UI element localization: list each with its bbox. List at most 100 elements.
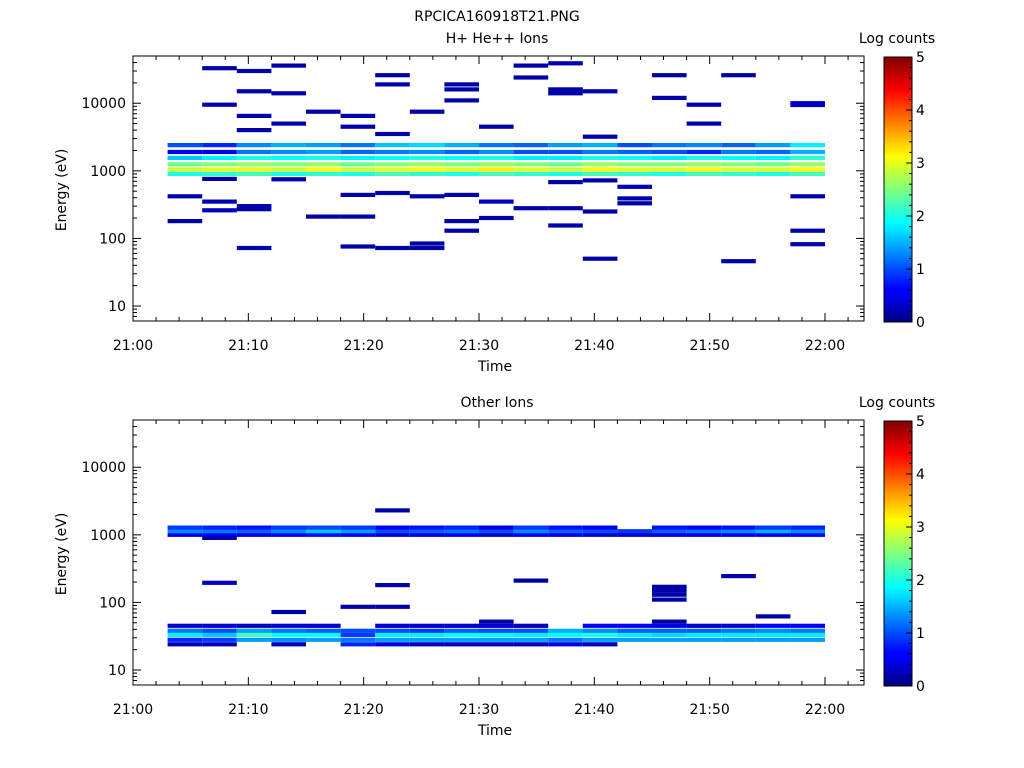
heatmap-bin: [306, 149, 341, 155]
heatmap-bin: [548, 223, 583, 228]
heatmap-bin: [652, 532, 687, 537]
heatmap-bin: [652, 628, 687, 633]
y-tick-label: 1000: [90, 164, 126, 180]
heatmap-bin: [721, 259, 756, 264]
heatmap-bin: [444, 637, 479, 642]
heatmap-bin: [202, 199, 237, 204]
heatmap-bin: [375, 637, 410, 642]
heatmap-bin: [686, 632, 722, 637]
heatmap-bin: [721, 155, 756, 160]
heatmap-bin: [271, 632, 306, 637]
heatmap-bin: [582, 178, 618, 183]
y-tick-label: 100: [99, 231, 126, 247]
heatmap-bin: [479, 149, 514, 155]
heatmap-bin: [236, 532, 272, 537]
heatmap-bin: [375, 508, 410, 513]
x-axis-label: Time: [477, 723, 512, 739]
heatmap-bin: [686, 149, 722, 155]
heatmap-bin: [686, 102, 722, 107]
x-tick-label: 21:50: [689, 338, 729, 354]
heatmap-bin: [617, 149, 652, 155]
heatmap-bin: [513, 155, 549, 160]
heatmap-bin: [686, 525, 722, 530]
heatmap-bin: [548, 61, 583, 66]
heatmap-bin: [236, 245, 272, 251]
heatmap-bin: [755, 632, 791, 637]
heatmap-bin: [721, 73, 756, 78]
heatmap-bin: [271, 529, 306, 534]
heatmap-bin: [306, 632, 341, 637]
heatmap-bin: [721, 525, 756, 530]
heatmap-bin: [236, 529, 272, 534]
heatmap-bin: [686, 162, 722, 167]
heatmap-bin: [167, 219, 203, 224]
heatmap-bin: [375, 82, 410, 87]
heatmap-bin: [409, 149, 445, 155]
heatmap-bin: [617, 162, 652, 167]
heatmap-bin: [167, 149, 203, 155]
x-axis-label: Time: [477, 359, 512, 375]
heatmap-bin: [755, 525, 791, 530]
panel-title: H+ He++ Ions: [446, 31, 549, 47]
heatmap-bin: [790, 162, 825, 167]
heatmap-bin: [444, 219, 479, 224]
heatmap-bin: [686, 532, 722, 537]
heatmap-bin: [202, 529, 237, 534]
heatmap-bin: [271, 525, 306, 530]
heatmap-bin: [548, 87, 583, 92]
heatmap-bin: [409, 529, 445, 534]
heatmap-bin: [548, 206, 583, 211]
colorbar-tick-label: 3: [916, 156, 925, 172]
x-tick-label: 22:00: [805, 338, 845, 354]
heatmap-bin: [479, 637, 514, 642]
heatmap-bin: [409, 637, 445, 642]
heatmap-bin: [306, 525, 341, 530]
heatmap-bin: [409, 162, 445, 167]
heatmap-bin: [755, 143, 791, 148]
heatmap-bin: [582, 162, 618, 167]
heatmap-bin: [721, 162, 756, 167]
heatmap-bin: [721, 171, 756, 176]
colorbar: [883, 56, 913, 323]
heatmap-bin: [236, 143, 272, 148]
heatmap-bin: [479, 642, 514, 647]
heatmap-bin: [479, 171, 514, 176]
heatmap-bin: [340, 525, 376, 530]
heatmap-bin: [617, 171, 652, 176]
panel-other-ions: Other Ions Log counts Energy (eV) Time 1…: [54, 395, 935, 739]
heatmap-bin: [721, 149, 756, 155]
panel-h-he-ions: H+ He++ Ions Log counts Energy (eV) Time…: [54, 31, 935, 375]
y-tick-label: 10: [108, 663, 126, 679]
heatmap-bin: [167, 628, 203, 633]
heatmap-bin: [202, 167, 237, 172]
heatmap-bin: [479, 619, 514, 624]
heatmap-bin: [375, 143, 410, 148]
heatmap-bin: [444, 171, 479, 176]
x-tick-label: 21:50: [689, 702, 729, 718]
heatmap-bin: [755, 155, 791, 160]
heatmap-bin: [271, 623, 306, 628]
heatmap-bin: [409, 167, 445, 172]
heatmap-bin: [271, 162, 306, 167]
heatmap-bin: [340, 167, 376, 172]
colorbar-tick-label: 3: [916, 520, 925, 536]
heatmap-bin: [790, 143, 825, 148]
heatmap-bin: [202, 535, 237, 540]
heatmap-bin: [790, 628, 825, 633]
y-tick-label: 1000: [90, 528, 126, 544]
heatmap-bin: [444, 162, 479, 167]
heatmap-bin: [721, 167, 756, 172]
heatmap-bin: [271, 121, 306, 126]
heatmap-bin: [548, 162, 583, 167]
heatmap-bin: [652, 162, 687, 167]
heatmap-bin: [652, 155, 687, 160]
heatmap-bin: [444, 632, 479, 637]
x-ticks: 21:00 21:10 21:20 21:30 21:40 21:50 22:00: [113, 56, 849, 354]
heatmap-bin: [548, 167, 583, 172]
heatmap-bin: [652, 592, 687, 597]
colorbar-tick-label: 1: [916, 626, 925, 642]
heatmap-bin: [686, 167, 722, 172]
heatmap-bin: [755, 529, 791, 534]
heatmap-bin: [582, 256, 618, 261]
heatmap-bin: [167, 637, 203, 642]
